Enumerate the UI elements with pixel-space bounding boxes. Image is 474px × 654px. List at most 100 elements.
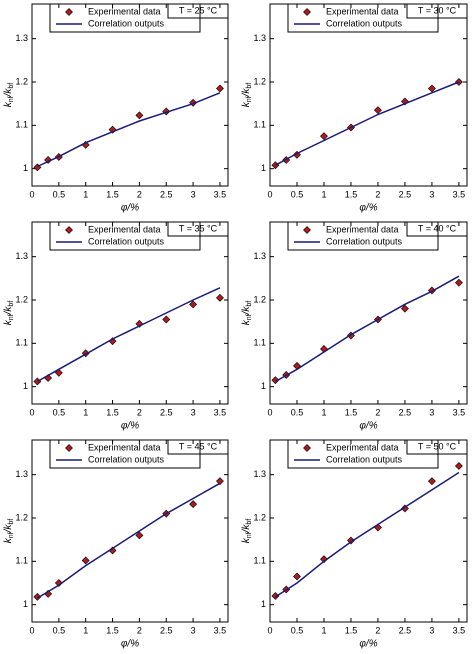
data-point [401,304,409,313]
plot-frame [269,3,468,187]
x-tick-label: 2.5 [399,625,412,635]
y-tick-label: 1.3 [253,33,266,43]
y-tick-label: 1.1 [15,338,28,348]
y-axis-label-part: /k [3,88,14,98]
plot-frame [269,221,468,405]
x-tick-label: 2.5 [160,189,173,199]
data-point [293,572,301,581]
y-axis-label-part: bf [246,301,253,307]
y-tick-label: 1.1 [15,556,28,566]
data-point [189,500,198,509]
data-point [33,592,42,601]
y-axis-label-part: nf [246,96,253,102]
y-axis-label: knf/kbf [241,83,254,108]
x-tick-label: 0.5 [291,189,304,199]
data-point [374,106,382,115]
x-tick-label: 0 [29,189,34,199]
x-tick-label: 3 [429,625,434,635]
y-axis-label: knf/kbf [241,519,254,544]
y-axis-label-part: bf [8,83,15,89]
data-point [162,315,171,324]
y-axis-label-part: k [3,319,14,325]
plot-frame [31,221,229,405]
x-tick-label: 0 [29,625,34,635]
x-tick-label: 3 [191,189,196,199]
x-tick-label: 1.5 [345,625,358,635]
x-axis-label: φ/% [121,421,139,432]
annotation: T = 30 °C [418,5,457,15]
x-axis-label: φ/% [359,203,377,214]
y-axis-label-part: k [241,101,252,107]
y-tick-label: 1.1 [253,120,266,130]
x-tick-label: 0.5 [53,407,66,417]
x-tick-label: 1 [83,189,88,199]
x-tick-label: 3.5 [214,625,227,635]
y-axis-label-part: /k [3,524,14,534]
x-axis-label: φ/% [359,639,377,650]
annotation: T = 25 °C [179,5,218,15]
x-tick-label: 0 [267,407,272,417]
x-tick-label: 0 [29,407,34,417]
legend-label: Experimental data [88,6,161,16]
x-tick-label: 3.5 [453,625,466,635]
data-point [454,462,463,470]
legend-label: Correlation outputs [326,454,403,464]
data-point [320,555,328,564]
x-tick-label: 2 [375,625,380,635]
data-point [135,531,144,540]
data-point [189,300,198,309]
x-tick-label: 3.5 [453,189,466,199]
annotation-box [406,221,468,237]
y-axis-label-part: k [241,319,252,325]
y-tick-label: 1.1 [15,120,28,130]
y-tick-label: 1 [261,381,266,391]
y-axis-label-part: k [241,537,252,543]
correlation-line [275,275,460,383]
annotation-box [167,439,229,455]
y-axis-label-part: k [3,537,14,543]
y-axis-label-part: /k [241,88,252,98]
x-tick-label: 0.5 [53,625,66,635]
y-axis-label-part: nf [8,314,15,320]
x-tick-label: 1 [83,625,88,635]
x-tick-label: 2.5 [399,407,412,417]
y-tick-label: 1.3 [15,33,28,43]
y-axis-label: knf/kbf [3,519,16,544]
y-axis-label-part: /k [241,524,252,534]
y-axis-label: knf/kbf [241,301,254,326]
y-axis-label-part: /k [241,306,252,316]
data-point [320,132,328,141]
y-tick-label: 1.1 [253,338,266,348]
x-tick-label: 1 [83,407,88,417]
correlation-line [274,471,460,598]
data-point [54,368,63,377]
y-axis-label-part: /k [3,306,14,316]
y-tick-label: 1 [23,163,28,173]
y-tick-label: 1.3 [253,469,266,479]
legend-swatch [65,444,73,452]
x-tick-label: 0 [267,625,272,635]
y-tick-label: 1.3 [15,251,28,261]
y-tick-label: 1 [23,381,28,391]
data-point [454,278,463,287]
annotation-box [167,221,229,237]
data-point [216,293,224,302]
y-axis-label-part: bf [8,519,15,525]
legend-swatch [303,444,311,452]
x-tick-label: 2 [137,189,142,199]
x-tick-label: 3 [429,407,434,417]
x-tick-label: 3.5 [214,189,227,199]
x-tick-label: 2.5 [399,189,412,199]
legend-label: Experimental data [326,224,399,234]
data-point [427,477,436,486]
plot-frame [31,439,229,623]
y-tick-label: 1.1 [253,556,266,566]
y-tick-label: 1.2 [15,76,28,86]
data-point [108,125,117,134]
legend-label: Correlation outputs [326,18,403,28]
x-tick-label: 1.5 [106,189,119,199]
y-axis-label-part: nf [246,532,253,538]
x-tick-label: 1.5 [106,625,119,635]
x-tick-label: 1 [321,407,326,417]
x-tick-label: 2 [375,189,380,199]
